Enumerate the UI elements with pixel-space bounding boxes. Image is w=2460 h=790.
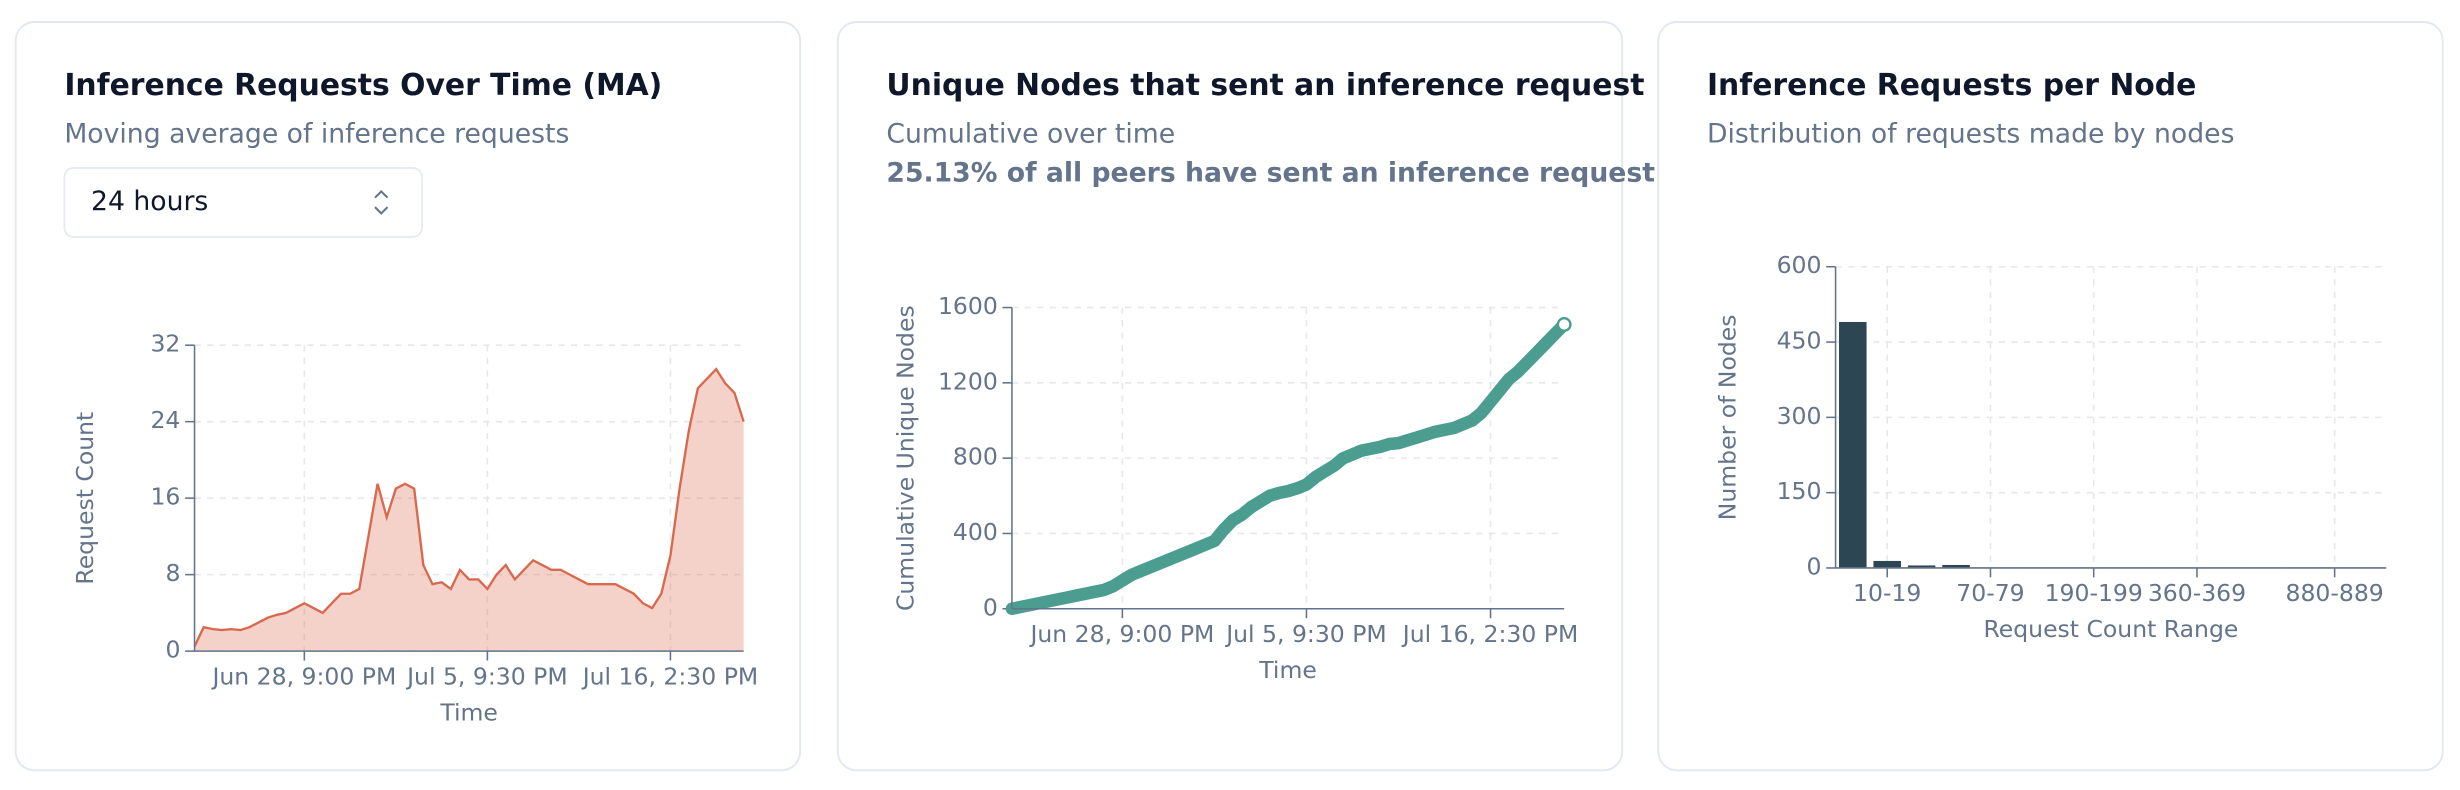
y-tick-label: 8 (165, 559, 180, 587)
select-value[interactable]: 24 hours (91, 186, 208, 217)
y-axis-label: Cumulative Unique Nodes (891, 305, 919, 611)
bar (1942, 564, 1970, 568)
x-tick-label: Jul 5, 9:30 PM (1224, 620, 1387, 648)
y-axis-label: Request Count (71, 412, 99, 585)
y-tick-label: 150 (1777, 477, 1822, 505)
card-title: Inference Requests Over Time (MA) (64, 68, 662, 103)
x-tick-label: Jul 16, 2:30 PM (581, 662, 758, 690)
x-tick-label: Jun 28, 9:00 PM (1028, 620, 1214, 648)
y-tick-label: 24 (150, 406, 180, 434)
y-tick-label: 1600 (938, 292, 998, 320)
area-line (193, 367, 745, 647)
x-axis-label: Time (1258, 656, 1317, 684)
x-tick-label: Jul 16, 2:30 PM (1401, 620, 1578, 648)
y-tick-label: 600 (1777, 251, 1822, 279)
card-title: Inference Requests per Node (1707, 68, 2196, 103)
card-note: 25.13% of all peers have sent an inferen… (886, 158, 1655, 189)
end-marker (1556, 317, 1572, 332)
x-tick-label: 10-19 (1853, 579, 1921, 607)
x-tick-label: 360-369 (2148, 579, 2246, 607)
range-select[interactable]: 24 hours (63, 167, 423, 238)
card-subtitle: Distribution of requests made by nodes (1707, 118, 2235, 149)
y-tick-label: 450 (1777, 327, 1822, 355)
y-tick-label: 0 (983, 593, 998, 621)
card-subtitle: Cumulative over time (886, 118, 1175, 149)
bar (1873, 560, 1901, 568)
x-tick-label: 190-199 (2045, 579, 2143, 607)
y-tick-label: 0 (165, 636, 180, 664)
x-tick-label: 70-79 (1956, 579, 2024, 607)
x-tick-label: 880-889 (2286, 579, 2384, 607)
card-subtitle: Moving average of inference requests (64, 118, 569, 149)
y-tick-label: 300 (1777, 402, 1822, 430)
y-axis-label: Number of Nodes (1713, 314, 1741, 520)
card (836, 21, 1624, 772)
y-tick-label: 16 (150, 483, 180, 511)
area-fill (194, 369, 744, 652)
y-tick-label: 1200 (938, 367, 998, 395)
x-tick-label: Jul 5, 9:30 PM (405, 662, 568, 690)
card (1657, 21, 2444, 772)
x-axis-label: Request Count Range (1984, 615, 2239, 643)
x-tick-label: Jun 28, 9:00 PM (210, 662, 396, 690)
select-box[interactable] (63, 167, 423, 238)
y-tick-label: 800 (953, 443, 998, 471)
line (1005, 318, 1571, 616)
bar (1907, 565, 1936, 568)
y-tick-label: 0 (1806, 552, 1821, 580)
bar (1839, 321, 1867, 568)
y-tick-label: 400 (953, 518, 998, 546)
chevron-icon (374, 189, 389, 215)
x-axis-label: Time (439, 698, 498, 726)
card-title: Unique Nodes that sent an inference requ… (886, 68, 1644, 103)
y-tick-label: 32 (150, 330, 180, 358)
